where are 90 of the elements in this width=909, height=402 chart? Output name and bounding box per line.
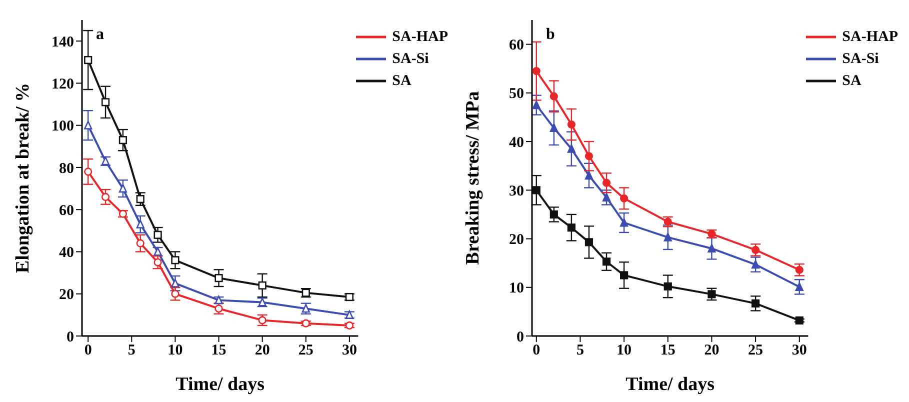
point — [584, 152, 594, 160]
point — [258, 281, 266, 290]
point — [602, 258, 611, 266]
point — [708, 290, 716, 298]
x-tick-label: 30 — [792, 342, 807, 359]
y-tick-label: 140 — [52, 34, 74, 50]
y-tick-label: 40 — [59, 245, 74, 262]
x-tick-label: 15 — [660, 342, 676, 359]
y-tick-label: 60 — [509, 38, 524, 54]
x-tick-label: 10 — [616, 342, 632, 359]
x-tick-label: 0 — [532, 342, 540, 359]
point — [602, 192, 611, 202]
point — [101, 98, 110, 106]
x-tick-label: 25 — [298, 342, 314, 359]
point — [567, 224, 576, 232]
point — [136, 220, 144, 228]
y-tick-label: 100 — [52, 118, 74, 135]
point — [154, 230, 162, 239]
y-tick-label: 120 — [52, 76, 74, 93]
point — [118, 210, 127, 218]
x-axis-title: Time/ days — [176, 374, 265, 395]
point — [620, 271, 628, 280]
point — [795, 316, 804, 324]
point — [664, 232, 672, 242]
point — [664, 282, 672, 290]
y-tick-label: 30 — [509, 183, 524, 200]
point — [118, 184, 127, 193]
y-tick-label: 10 — [509, 280, 524, 297]
point — [118, 136, 127, 144]
legend-label: SA-HAP — [842, 28, 898, 47]
point — [84, 168, 92, 176]
annotation: b — [546, 26, 555, 44]
y-axis-title: Breaking stress/ MPa — [462, 90, 484, 265]
y-tick-label: 50 — [509, 86, 524, 102]
point — [584, 238, 594, 246]
point — [136, 195, 144, 204]
point — [214, 274, 223, 282]
point — [567, 144, 576, 153]
point — [345, 310, 354, 319]
point — [550, 210, 558, 219]
y-tick-label: 20 — [509, 232, 524, 248]
x-tick-label: 30 — [342, 342, 357, 359]
point — [795, 266, 804, 274]
point — [752, 246, 760, 254]
y-tick-label: 80 — [59, 160, 74, 177]
point — [154, 258, 162, 266]
point — [136, 239, 144, 248]
y-tick-label: 40 — [509, 134, 524, 151]
point — [602, 178, 611, 187]
y-tick-label: 0 — [66, 329, 74, 346]
legend-label: SA-HAP — [392, 28, 448, 47]
point — [532, 66, 540, 76]
point — [752, 299, 760, 308]
point — [171, 290, 180, 298]
point — [584, 171, 594, 180]
y-tick-label: 0 — [516, 329, 524, 346]
point — [752, 260, 760, 269]
x-tick-label: 15 — [211, 342, 226, 359]
point — [620, 194, 628, 202]
x-tick-label: 0 — [84, 342, 92, 359]
x-tick-label: 10 — [168, 342, 183, 359]
x-tick-label: 20 — [704, 342, 720, 359]
x-axis-title: Time/ days — [626, 374, 715, 395]
point — [171, 278, 180, 288]
y-tick-label: 20 — [59, 287, 74, 304]
point — [567, 120, 576, 129]
annotation: a — [96, 26, 104, 44]
legend-label: SA — [842, 72, 862, 91]
legend-label: SA — [392, 72, 412, 91]
point — [550, 123, 558, 132]
x-tick-label: 5 — [128, 342, 136, 359]
point — [345, 321, 354, 330]
y-tick-label: 60 — [59, 202, 74, 219]
x-tick-label: 20 — [254, 342, 270, 359]
point — [620, 218, 628, 227]
y-axis-title: Elongation at break/ % — [12, 82, 34, 274]
legend-label: SA-Si — [392, 50, 429, 69]
point — [345, 292, 354, 302]
point — [171, 256, 180, 264]
point — [84, 120, 92, 130]
point — [708, 244, 716, 253]
point — [795, 282, 804, 291]
point — [84, 56, 92, 64]
point — [532, 100, 540, 110]
x-tick-label: 25 — [748, 342, 764, 359]
point — [532, 186, 540, 194]
legend-label: SA-Si — [842, 50, 879, 69]
x-tick-label: 5 — [576, 342, 584, 359]
point — [101, 192, 110, 202]
point — [550, 92, 558, 100]
